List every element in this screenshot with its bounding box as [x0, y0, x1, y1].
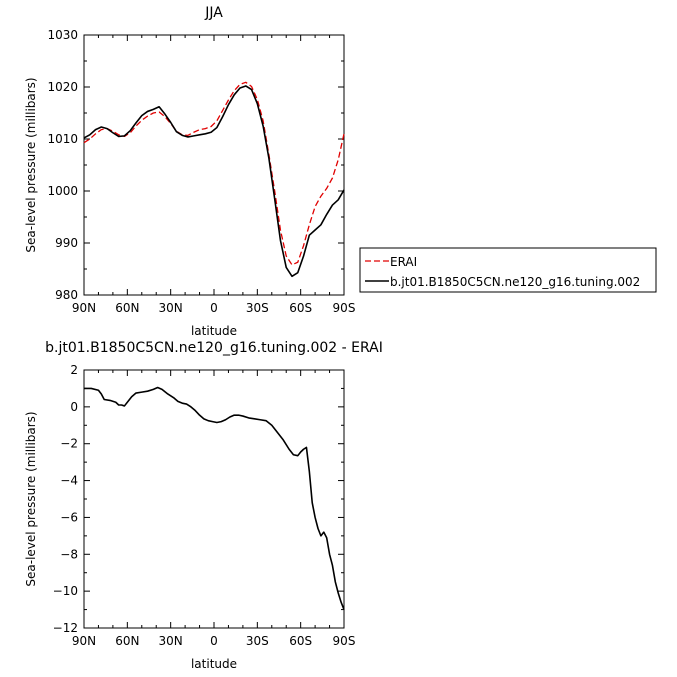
bottom-xtick-label: 90S — [333, 634, 356, 648]
bottom-series-line-0 — [84, 386, 345, 610]
bottom-xlabel: latitude — [191, 657, 237, 671]
legend-label-model: b.jt01.B1850C5CN.ne120_g16.tuning.002 — [390, 275, 640, 289]
bottom-ytick-label: 0 — [70, 400, 78, 414]
top-chart-title: JJA — [204, 5, 223, 21]
top-ytick-label: 1010 — [47, 132, 78, 146]
bottom-ytick-label: −8 — [60, 547, 78, 561]
bottom-ylabel: Sea-level pressure (millibars) — [24, 411, 38, 586]
top-ytick-label: 1030 — [47, 28, 78, 42]
bottom-xtick-label: 0 — [210, 634, 218, 648]
top-series-line-1 — [83, 85, 345, 278]
bottom-ytick-label: 2 — [70, 363, 78, 377]
legend: ERAI b.jt01.B1850C5CN.ne120_g16.tuning.0… — [359, 247, 657, 293]
top-xtick-label: 30S — [246, 301, 269, 315]
bottom-xtick-label: 30S — [246, 634, 269, 648]
legend-box — [359, 247, 657, 293]
top-xlabel: latitude — [191, 324, 237, 338]
top-xtick-label: 60S — [289, 301, 312, 315]
bottom-ytick-label: −10 — [53, 584, 78, 598]
top-xtick-label: 90S — [333, 301, 356, 315]
bottom-ytick-label: −2 — [60, 437, 78, 451]
top-ytick-label: 980 — [55, 288, 78, 302]
bottom-panel: b.jt01.B1850C5CN.ne120_g16.tuning.002 - … — [24, 340, 383, 671]
top-series-line-0 — [83, 81, 345, 266]
bottom-ytick-label: −6 — [60, 510, 78, 524]
top-xtick-label: 90N — [72, 301, 96, 315]
bottom-xtick-label: 90N — [72, 634, 96, 648]
legend-label-erai: ERAI — [390, 255, 417, 269]
bottom-chart-title: b.jt01.B1850C5CN.ne120_g16.tuning.002 - … — [45, 340, 383, 356]
bottom-xtick-label: 30N — [159, 634, 183, 648]
bottom-plot-frame — [83, 369, 345, 629]
top-plot-frame — [83, 34, 345, 296]
bottom-ytick-label: −12 — [53, 621, 78, 635]
top-ytick-label: 990 — [55, 236, 78, 250]
top-xtick-label: 60N — [115, 301, 139, 315]
top-ylabel: Sea-level pressure (millibars) — [24, 77, 38, 252]
top-xtick-label: 0 — [210, 301, 218, 315]
bottom-xtick-label: 60N — [115, 634, 139, 648]
top-ytick-label: 1020 — [47, 80, 78, 94]
bottom-ytick-label: −4 — [60, 474, 78, 488]
top-ytick-label: 1000 — [47, 184, 78, 198]
bottom-xtick-label: 60S — [289, 634, 312, 648]
top-xtick-label: 30N — [159, 301, 183, 315]
top-panel: JJA 90N 60N 30N 0 30S 60S 90S 980 990 1000 1010 102… — [24, 5, 657, 338]
